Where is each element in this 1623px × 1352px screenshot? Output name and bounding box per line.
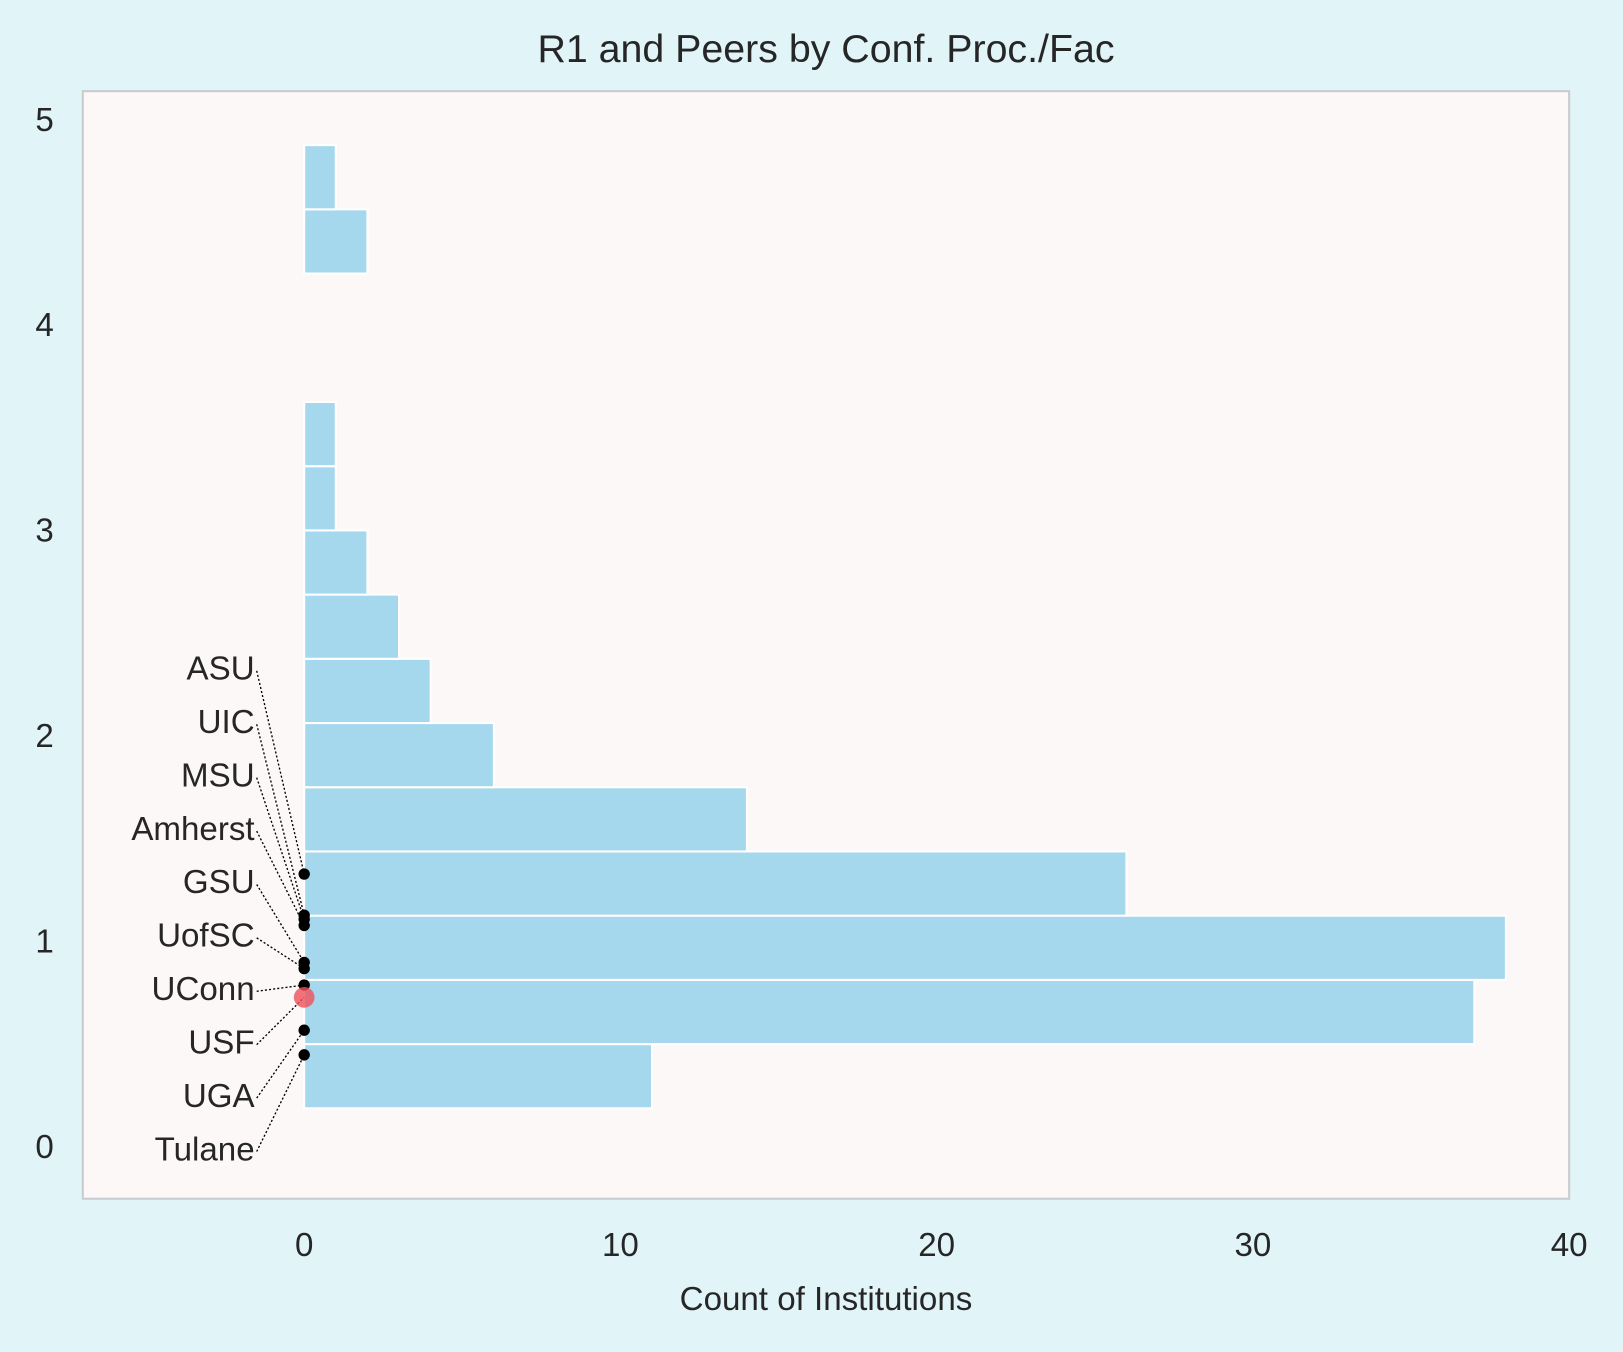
x-tick-label: 0	[295, 1227, 313, 1264]
leader-line	[256, 1054, 305, 1152]
point	[293, 986, 315, 1008]
point	[298, 1024, 310, 1036]
annotation-label: UIC	[198, 704, 255, 741]
annotation-label: GSU	[183, 864, 255, 901]
bar	[303, 786, 748, 853]
y-tick-label: 5	[35, 102, 53, 139]
y-tick-label: 1	[35, 924, 53, 961]
annotation-label: USF	[188, 1024, 254, 1061]
leader-line	[256, 937, 305, 970]
annotation-label: UofSC	[157, 918, 255, 955]
leader-line	[256, 1029, 305, 1099]
y-tick-label: 3	[35, 513, 53, 550]
bar	[303, 144, 337, 211]
leader-line	[256, 670, 305, 875]
bar	[303, 850, 1128, 917]
point	[298, 919, 310, 932]
bar	[303, 914, 1507, 981]
bar	[303, 978, 1476, 1046]
y-tick-label: 0	[35, 1129, 53, 1166]
bar	[303, 208, 369, 275]
bar	[303, 593, 401, 660]
chart-title: R1 and Peers by Conf. Proc./Fac	[537, 27, 1114, 71]
bar	[303, 400, 337, 468]
x-tick-label: 10	[602, 1227, 639, 1264]
y-tick-label: 2	[35, 718, 53, 755]
bar	[303, 465, 337, 532]
annotation-label: UGA	[183, 1078, 256, 1115]
point	[298, 1049, 310, 1061]
point	[298, 868, 310, 880]
point	[298, 962, 310, 975]
bar	[303, 657, 432, 725]
bar	[303, 721, 495, 789]
y-tick-label: 4	[35, 307, 53, 344]
x-tick-label: 40	[1551, 1227, 1588, 1264]
annotation-label: Tulane	[155, 1131, 255, 1168]
x-axis-label: Count of Institutions	[680, 1281, 973, 1318]
leader-line	[256, 884, 305, 963]
leader-line	[256, 777, 305, 920]
annotation-label: Amherst	[131, 811, 254, 848]
annotation-label: MSU	[181, 757, 255, 794]
bar	[303, 529, 369, 596]
leader-line	[256, 996, 305, 1046]
x-tick-label: 30	[1235, 1227, 1272, 1264]
annotation-label: ASU	[187, 651, 255, 688]
leader-line	[256, 830, 305, 926]
annotation-label: UConn	[152, 971, 255, 1008]
x-tick-label: 20	[918, 1227, 955, 1264]
bar	[303, 1043, 654, 1110]
